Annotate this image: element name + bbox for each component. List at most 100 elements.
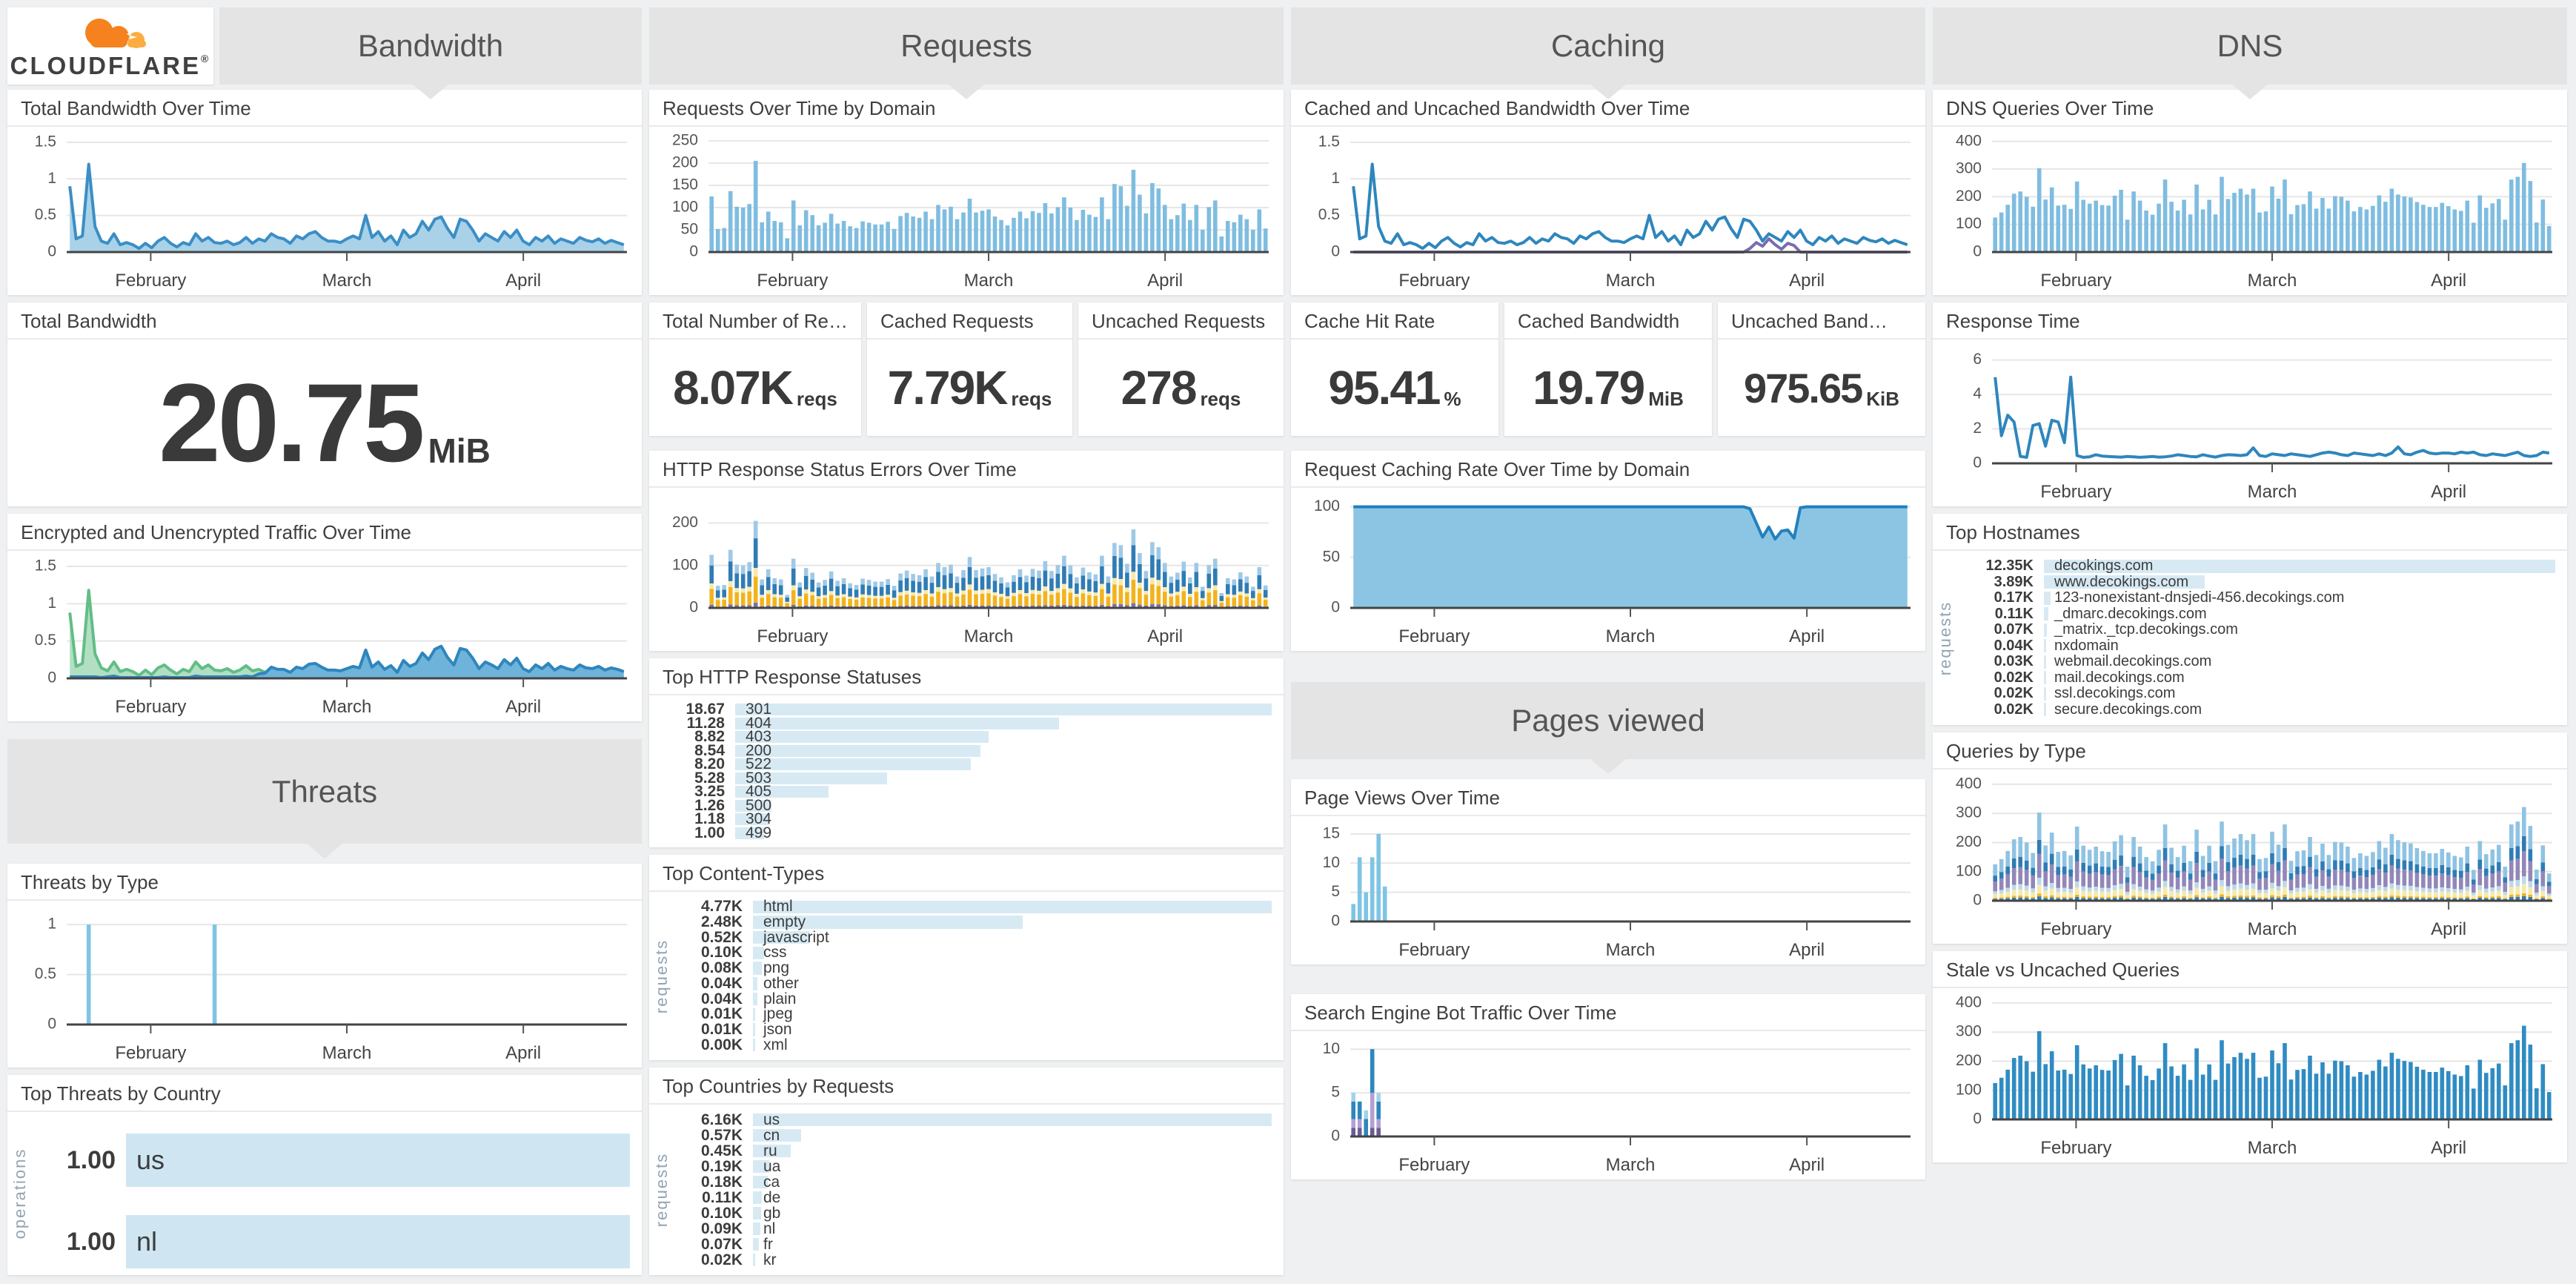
cloudflare-cloud-icon — [85, 18, 146, 48]
chart-dns-queries[interactable]: 0 100 200 300 400 February March April — [1933, 127, 2567, 295]
cloudflare-logo[interactable]: CLOUDFLARE® — [7, 7, 213, 85]
list-item-label: other — [763, 974, 799, 992]
list-item-bar — [753, 992, 757, 1006]
list-item-value: 0.11K — [1994, 605, 2034, 622]
svg-text:300: 300 — [1956, 160, 1982, 177]
list-item: 0.02K mail.decokings.com — [1962, 669, 2555, 686]
stat-card-uncached-bandwidth: Uncached Band… 975.65 KiB — [1718, 302, 1925, 436]
list-item-label: secure.decokings.com — [2054, 701, 2202, 718]
list-item-value: 3.25 — [694, 783, 725, 801]
chart-encrypted-traffic[interactable]: 0 0.5 1 1.5 February March April — [7, 551, 642, 721]
svg-text:March: March — [2248, 271, 2297, 291]
svg-text:March: March — [1606, 1155, 1656, 1175]
list-item-label: 403 — [746, 728, 772, 746]
list-item-bar-wrap: cn — [753, 1127, 1272, 1144]
card-title: Response Time — [1933, 302, 2567, 340]
list-item-bar — [753, 1128, 801, 1142]
list-item-bar — [753, 931, 810, 944]
list-item: 0.11K _dmarc.decokings.com — [1962, 606, 2555, 623]
svg-text:February: February — [2040, 919, 2111, 939]
chart-total-bandwidth-over-time[interactable]: 0 0.5 1 1.5 February March April — [7, 127, 642, 295]
svg-text:April: April — [2431, 271, 2466, 291]
list-item-label: ru — [763, 1142, 777, 1159]
chart-requests-over-time[interactable]: 0 50 100 150 200 250 February March April — [649, 127, 1284, 295]
list-item-value: 1.00 — [694, 824, 725, 841]
card-title: Total Bandwidth — [7, 302, 642, 340]
list-item-bar-wrap: secure.decokings.com — [2044, 701, 2555, 718]
list-item-bar — [735, 717, 1060, 729]
svg-text:March: March — [322, 1043, 372, 1063]
list-item-bar — [735, 799, 771, 812]
card-title: Stale vs Uncached Queries — [1933, 951, 2567, 988]
list-item-bar — [753, 1159, 769, 1174]
list-item-bar — [753, 1023, 755, 1036]
list-item-bar-wrap: gb — [753, 1205, 1272, 1222]
list-item-value: 0.04K — [700, 974, 743, 992]
chart-cached-uncached-bandwidth[interactable]: 0 0.5 1 1.5 February March April — [1291, 127, 1925, 295]
list-item-label: jpeg — [763, 1005, 793, 1023]
svg-text:April: April — [1789, 940, 1825, 960]
card-encrypted-traffic: Encrypted and Unencrypted Traffic Over T… — [7, 514, 642, 721]
svg-text:0: 0 — [1973, 454, 1982, 471]
list-item-bar — [753, 1206, 762, 1220]
list-item-bar — [126, 1133, 630, 1188]
svg-text:April: April — [1147, 271, 1183, 291]
list-item-bar — [753, 1222, 761, 1236]
list-item-bar — [735, 813, 769, 826]
list-item-value: 0.08K — [700, 959, 743, 977]
svg-text:April: April — [1789, 1155, 1825, 1175]
svg-text:February: February — [757, 626, 828, 646]
list-item: 0.01K json — [679, 1021, 1272, 1038]
list-item-label: ssl.decokings.com — [2054, 685, 2176, 702]
list-item-label: plain — [763, 990, 797, 1007]
list-item: 4.77K html — [679, 898, 1272, 915]
list-item-label: 522 — [746, 755, 772, 773]
chart-queries-by-type[interactable]: 0 100 200 300 400 February March April — [1933, 770, 2567, 944]
list-item-value: 0.02K — [1994, 701, 2034, 718]
list-item-bar-wrap: json — [753, 1021, 1272, 1038]
svg-text:0: 0 — [47, 1016, 56, 1033]
list-item-bar — [753, 1175, 769, 1189]
chart-response-time[interactable]: 0 2 4 6 February March April — [1933, 340, 2567, 506]
list-item-label: 405 — [746, 783, 772, 801]
chart-bot-traffic[interactable]: 0 5 10 February March April — [1291, 1031, 1925, 1179]
list-item-bar-wrap: nxdomain — [2044, 638, 2555, 655]
requests-stats-row: Total Number of Re… 8.07K reqs Cached Req… — [649, 302, 1284, 443]
card-title: Uncached Band… — [1718, 302, 1925, 340]
chart-threats-by-type[interactable]: 0 0.5 1 February March April — [7, 901, 642, 1068]
list-item-value: 0.00K — [700, 1036, 743, 1053]
svg-text:1: 1 — [47, 916, 56, 933]
list-item-bar — [753, 1038, 755, 1052]
svg-text:April: April — [2431, 482, 2466, 502]
chart-http-errors[interactable]: 0 100 200 February March April — [649, 488, 1284, 651]
stat-card-uncached-requests: Uncached Requests 278 reqs — [1078, 302, 1284, 436]
card-response-time: Response Time 0 2 4 6 February March April — [1933, 302, 2567, 506]
stat-card-total-requests: Total Number of Re… 8.07K reqs — [649, 302, 861, 436]
card-title: HTTP Response Status Errors Over Time — [649, 451, 1284, 488]
list-item-bar-wrap: ua — [753, 1158, 1272, 1175]
list-item: 1.26 500 — [661, 797, 1272, 814]
list-item-bar — [753, 1113, 1272, 1127]
svg-text:400: 400 — [1956, 993, 1982, 1010]
chart-stale-uncached[interactable]: 0 100 200 300 400 February March April — [1933, 988, 2567, 1162]
svg-text:10: 10 — [1323, 1040, 1340, 1057]
card-title: Cached and Uncached Bandwidth Over Time — [1291, 90, 1925, 127]
svg-text:0: 0 — [1331, 1128, 1340, 1145]
list-item-label: _matrix._tcp.decokings.com — [2054, 621, 2238, 638]
svg-text:April: April — [1789, 271, 1825, 291]
list-item-bar-wrap: plain — [753, 990, 1272, 1007]
list-item-bar-wrap: 404 — [735, 715, 1272, 732]
svg-text:1: 1 — [47, 595, 56, 612]
chart-page-views[interactable]: 0 5 10 15 February March April — [1291, 816, 1925, 964]
svg-text:February: February — [1398, 271, 1470, 291]
card-title: Page Views Over Time — [1291, 779, 1925, 816]
chart-caching-rate[interactable]: 0 50 100 February March April — [1291, 488, 1925, 651]
list-item-label: webmail.decokings.com — [2054, 653, 2212, 670]
svg-text:300: 300 — [1956, 1023, 1982, 1040]
list-axis-label: requests — [1936, 600, 1954, 675]
list-item: 0.52K javascript — [679, 929, 1272, 946]
list-item-bar — [2044, 607, 2049, 621]
list-item-value: 0.45K — [700, 1142, 743, 1159]
list-item: 1.00 499 — [661, 824, 1272, 841]
card-top-countries: Top Countries by Requests requests 6.16K u… — [649, 1068, 1284, 1275]
